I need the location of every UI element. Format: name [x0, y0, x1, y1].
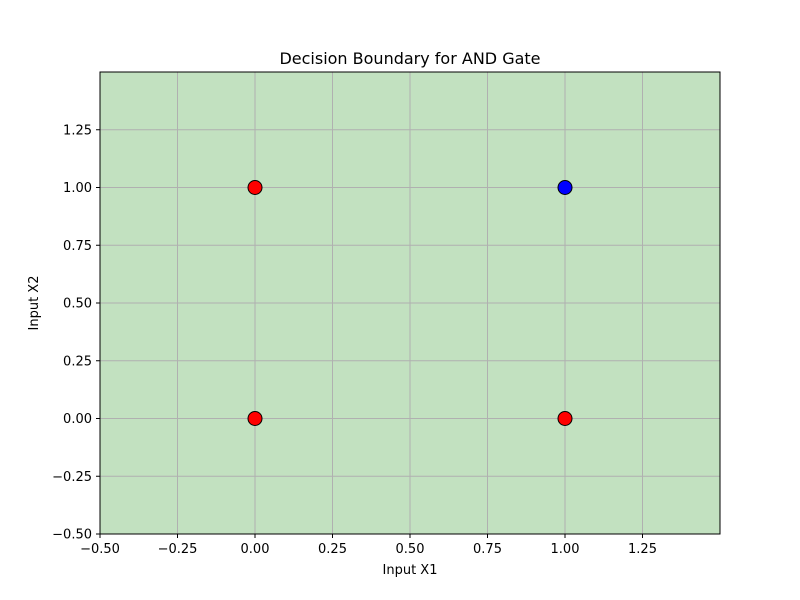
- x-tick-label: −0.25: [158, 542, 198, 557]
- x-tick-label: −0.50: [80, 542, 120, 557]
- y-tick-label: −0.50: [52, 528, 92, 543]
- data-point-class-0: [247, 180, 263, 195]
- y-tick-label: 0.50: [63, 297, 92, 312]
- y-tick-label: −0.25: [52, 470, 92, 485]
- x-tick-label: 1.00: [551, 542, 580, 557]
- x-tick-label: 0.75: [473, 542, 502, 557]
- y-tick-label: 0.75: [63, 239, 92, 254]
- x-tick-label: 0.50: [396, 542, 425, 557]
- x-tick-label: 0.00: [241, 542, 270, 557]
- y-tick-label: 0.00: [63, 412, 92, 427]
- y-tick-label: 1.25: [63, 123, 92, 138]
- data-point-class-0: [247, 411, 263, 426]
- data-point-class-1: [557, 180, 573, 195]
- y-axis-label: Input X2: [27, 276, 42, 331]
- x-axis-label: Input X1: [383, 563, 438, 578]
- data-point-class-0: [557, 411, 573, 426]
- data-points: [247, 180, 573, 426]
- y-axis: −0.50 −0.25 0.00 0.25 0.50 0.75 1.00 1.25: [52, 123, 100, 543]
- chart-title: Decision Boundary for AND Gate: [279, 49, 540, 68]
- y-tick-label: 0.25: [63, 354, 92, 369]
- y-tick-label: 1.00: [63, 181, 92, 196]
- x-axis: −0.50 −0.25 0.00 0.25 0.50 0.75 1.00 1.25: [80, 534, 657, 557]
- x-tick-label: 0.25: [318, 542, 347, 557]
- x-tick-label: 1.25: [628, 542, 657, 557]
